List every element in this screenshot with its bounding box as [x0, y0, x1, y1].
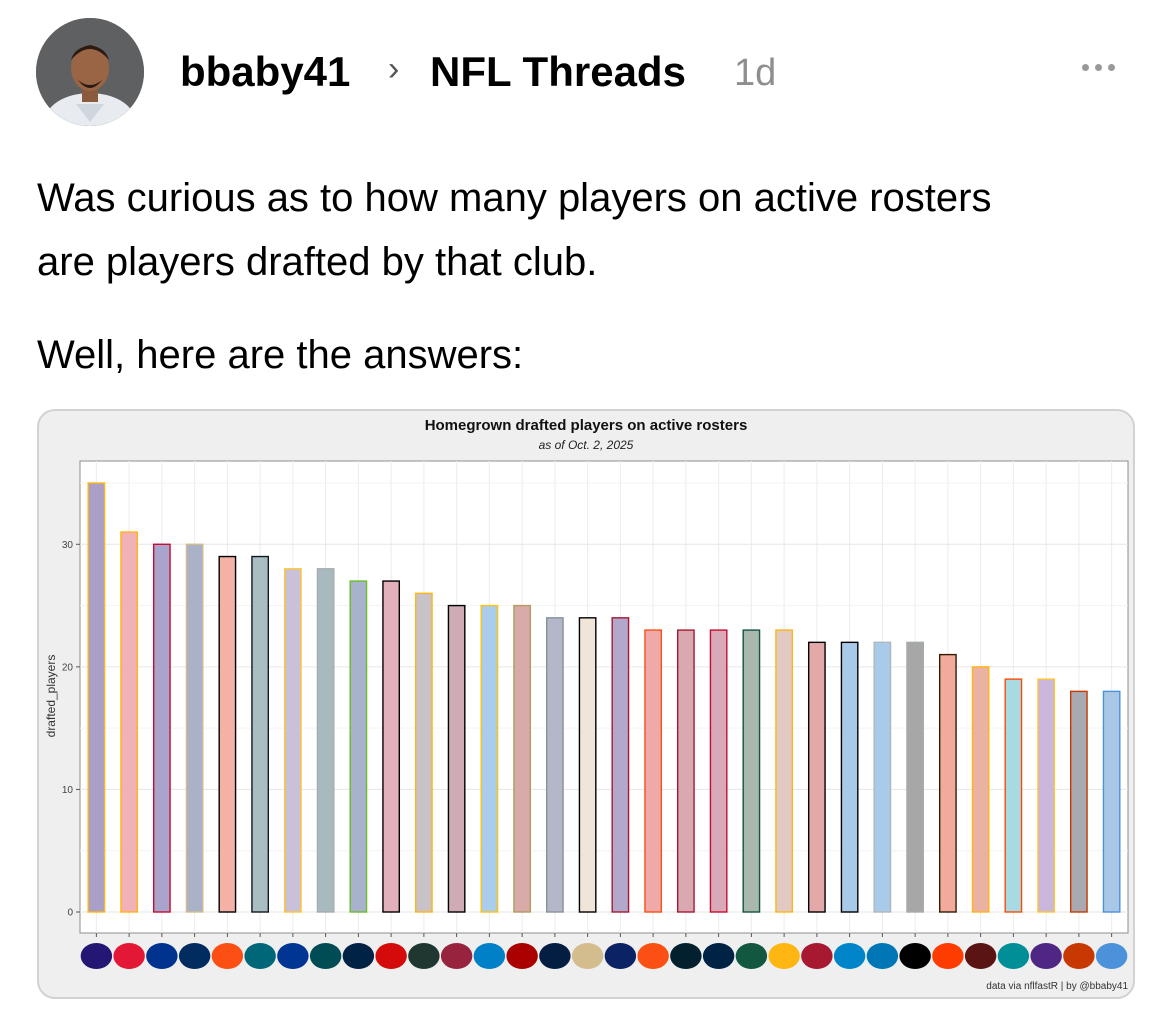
- cardinals-logo-icon: [440, 943, 473, 969]
- y-tick-label: 10: [62, 785, 74, 796]
- bar-buccaneers: [382, 580, 401, 913]
- avatar-photo: [36, 18, 144, 126]
- post-text-line-1: Was curious as to how many players on ac…: [37, 176, 992, 220]
- dolphins-logo-icon: [997, 943, 1030, 969]
- chart-image[interactable]: 0 10 20 30 Homegrown drafted players on acti…: [37, 409, 1135, 999]
- rams-logo-icon: [277, 943, 309, 969]
- bar-saints: [578, 617, 597, 913]
- bar-jets: [742, 629, 761, 913]
- 49ers-logo-icon: [506, 943, 538, 969]
- seahawks-logo-icon: [342, 943, 375, 969]
- bar-ravens: [87, 482, 106, 913]
- chiefs-logo-icon: [113, 943, 145, 969]
- chart-subtitle: as of Oct. 2, 2025: [539, 438, 634, 452]
- community-link[interactable]: NFL Threads: [430, 48, 686, 95]
- vikings-logo-icon: [1030, 943, 1062, 969]
- falcons-logo-icon: [801, 943, 833, 969]
- colts-logo-icon: [178, 943, 211, 969]
- y-tick-label: 30: [62, 540, 74, 551]
- bar-browns: [938, 653, 957, 913]
- patriots-logo-icon: [702, 943, 735, 969]
- bar-texans: [676, 629, 695, 913]
- bar-cowboys: [545, 617, 564, 913]
- bar-bengals: [218, 555, 237, 913]
- cowboys-logo-icon: [539, 943, 571, 969]
- y-tick-label: 20: [62, 662, 74, 673]
- jaguars-logo-icon: [244, 943, 276, 969]
- bar-raiders: [906, 641, 925, 913]
- breadcrumb-chevron-icon: ›: [388, 50, 400, 88]
- panthers-logo-icon: [833, 943, 866, 969]
- bar-dolphins: [1004, 678, 1023, 913]
- lions-logo-icon: [866, 943, 899, 969]
- broncos-logo-icon: [637, 943, 669, 969]
- bar-giants: [611, 617, 630, 913]
- bills-logo-icon: [146, 943, 178, 969]
- packers-logo-icon: [408, 943, 440, 969]
- bar-broncos: [644, 629, 663, 913]
- bar-cardinals: [447, 604, 466, 913]
- titans-logo-icon: [1095, 943, 1128, 969]
- bar-steelers: [775, 629, 794, 913]
- bar-seahawks: [349, 580, 368, 913]
- username-link[interactable]: bbaby41: [180, 48, 351, 95]
- bar-commanders: [971, 666, 990, 913]
- bengals-logo-icon: [211, 943, 244, 969]
- giants-logo-icon: [604, 943, 637, 969]
- bar-eagles: [316, 568, 335, 913]
- bar-packers: [414, 592, 433, 913]
- bar-bears: [1069, 690, 1088, 913]
- steelers-logo-icon: [768, 943, 800, 969]
- post-text-line-2: are players drafted by that club.: [37, 240, 598, 284]
- y-tick-label: 0: [67, 908, 73, 919]
- bar-vikings: [1037, 678, 1056, 913]
- bar-49ers: [513, 604, 532, 913]
- user-avatar[interactable]: [36, 18, 144, 126]
- raiders-logo-icon: [899, 943, 931, 969]
- jets-logo-icon: [735, 943, 768, 969]
- more-options-icon[interactable]: [1082, 64, 1115, 71]
- chart-caption: data via nflfastR | by @bbaby41: [986, 981, 1128, 992]
- chargers-logo-icon: [473, 943, 506, 969]
- bar-patriots: [709, 629, 728, 913]
- bar-falcons: [807, 641, 826, 913]
- y-axis-label: drafted_players: [44, 655, 58, 738]
- bar-jaguars: [251, 555, 270, 913]
- bar-chargers: [480, 604, 499, 913]
- post-text-line-3: Well, here are the answers:: [37, 333, 524, 377]
- plot-panel: [79, 460, 1129, 934]
- bar-panthers: [840, 641, 859, 913]
- bar-chiefs: [120, 531, 139, 913]
- bears-logo-icon: [1063, 943, 1095, 969]
- texans-logo-icon: [670, 943, 702, 969]
- saints-logo-icon: [571, 943, 604, 969]
- bar-bills: [152, 543, 171, 913]
- post-header: bbaby41 › NFL Threads 1d: [0, 0, 1170, 150]
- ravens-logo-icon: [80, 943, 113, 969]
- chart-title: Homegrown drafted players on active rost…: [425, 417, 748, 434]
- bar-titans: [1102, 690, 1121, 913]
- bar-chart: 0 10 20 30 Homegrown drafted players on acti…: [44, 417, 1129, 992]
- buccaneers-logo-icon: [375, 943, 407, 969]
- bar-rams: [283, 568, 302, 913]
- bar-lions: [873, 641, 892, 913]
- commanders-logo-icon: [964, 943, 997, 969]
- browns-logo-icon: [932, 943, 964, 969]
- post-timestamp: 1d: [734, 52, 777, 94]
- eagles-logo-icon: [309, 943, 342, 969]
- bar-colts: [185, 543, 204, 913]
